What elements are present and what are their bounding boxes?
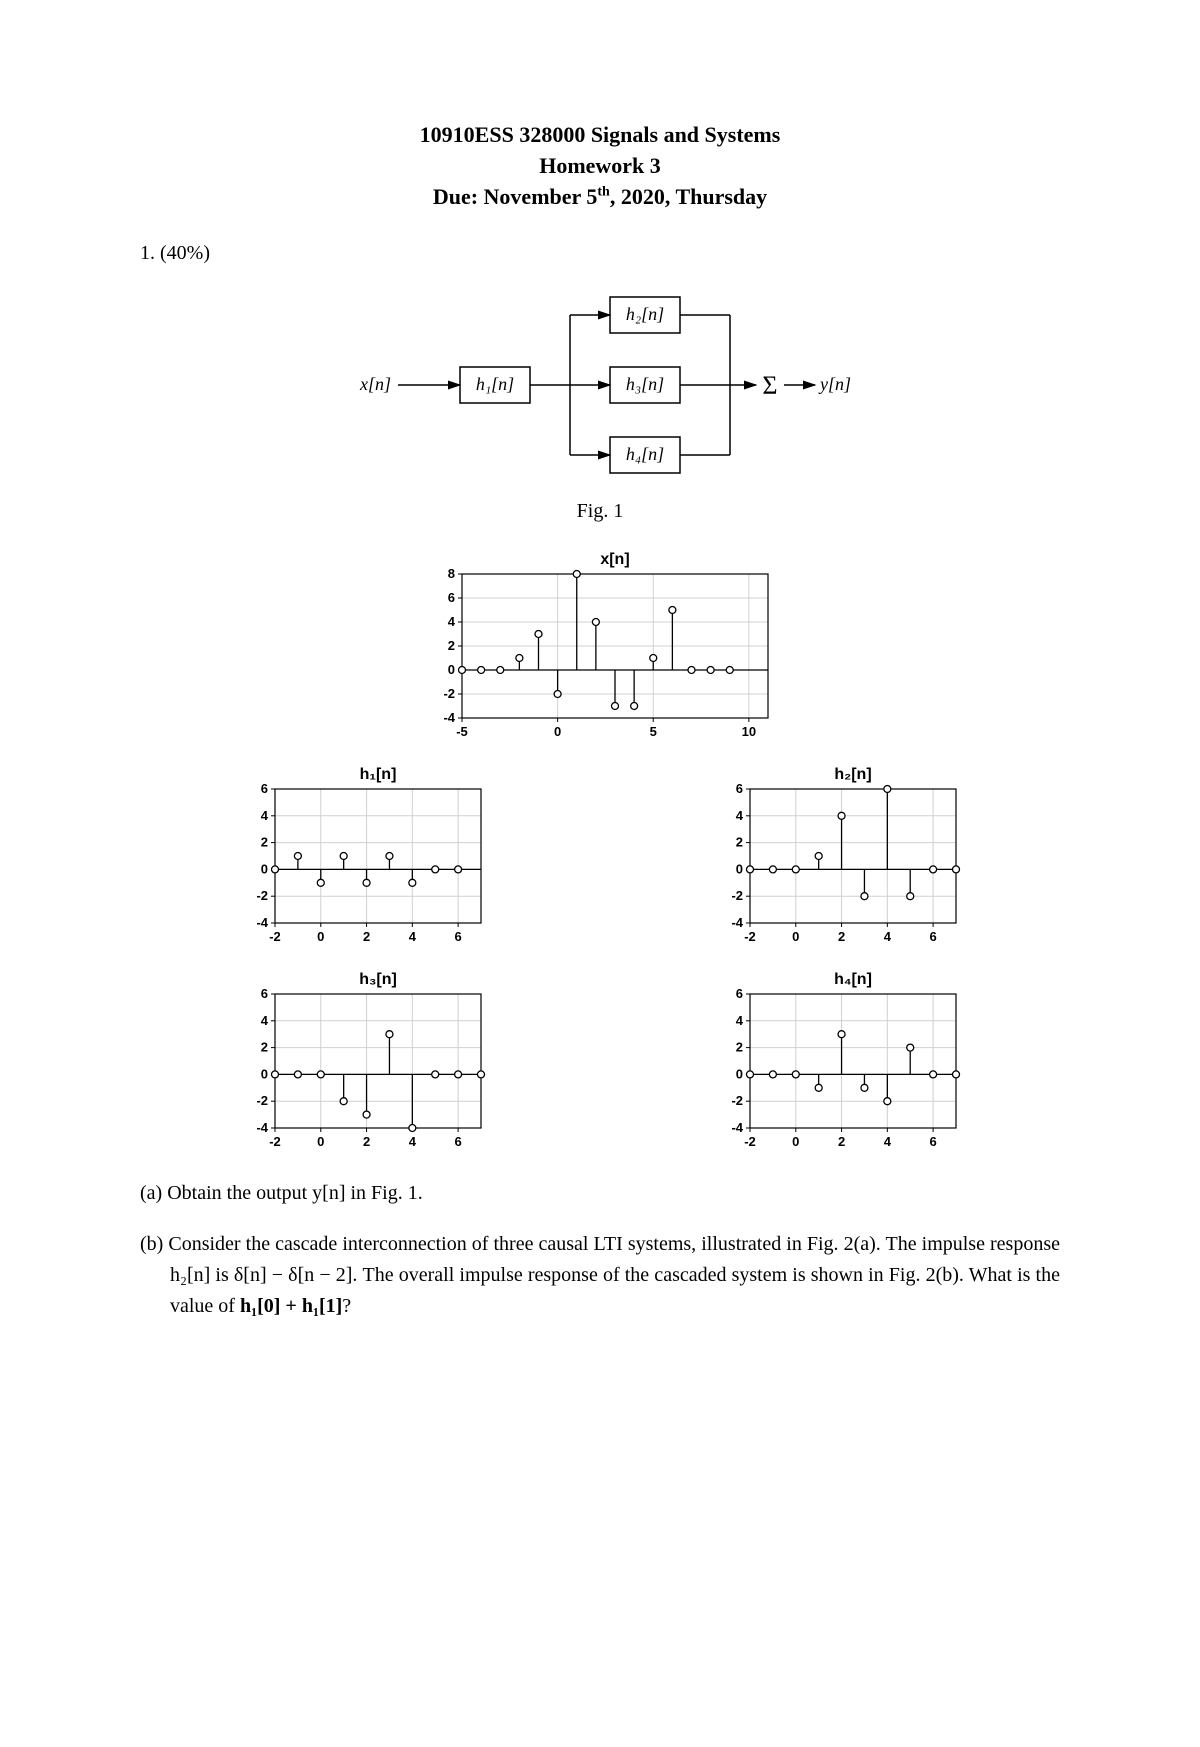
svg-text:4: 4 xyxy=(735,808,743,823)
svg-text:4: 4 xyxy=(408,1134,416,1149)
header-line1: 10910ESS 328000 Signals and Systems xyxy=(140,120,1060,151)
svg-text:h₂[n]: h₂[n] xyxy=(626,304,664,324)
svg-text:-4: -4 xyxy=(256,1120,268,1135)
svg-text:6: 6 xyxy=(454,1134,461,1149)
h3-plot: h₃[n]-4-20246-20246 xyxy=(233,968,493,1158)
svg-text:h₁[n]: h₁[n] xyxy=(359,766,396,783)
svg-text:0: 0 xyxy=(792,1134,799,1149)
svg-text:0: 0 xyxy=(317,1134,324,1149)
svg-text:2: 2 xyxy=(362,1134,369,1149)
svg-text:2: 2 xyxy=(448,638,455,653)
svg-text:-2: -2 xyxy=(731,889,743,904)
fig1-caption: Fig. 1 xyxy=(140,500,1060,523)
svg-text:-2: -2 xyxy=(744,929,756,944)
svg-text:6: 6 xyxy=(454,929,461,944)
svg-text:h₃[n]: h₃[n] xyxy=(626,374,664,394)
subquestion-a: (a) Obtain the output y[n] in Fig. 1. xyxy=(140,1178,1060,1209)
svg-text:8: 8 xyxy=(448,566,455,581)
svg-text:h₄[n]: h₄[n] xyxy=(834,971,872,988)
svg-text:-2: -2 xyxy=(269,929,281,944)
header: 10910ESS 328000 Signals and Systems Home… xyxy=(140,120,1060,212)
svg-text:2: 2 xyxy=(260,835,267,850)
svg-text:h₄[n]: h₄[n] xyxy=(626,444,664,464)
svg-text:h₃[n]: h₃[n] xyxy=(359,971,397,988)
svg-text:-5: -5 xyxy=(456,724,468,739)
svg-text:0: 0 xyxy=(448,662,455,677)
svg-text:6: 6 xyxy=(735,986,742,1001)
svg-text:6: 6 xyxy=(735,781,742,796)
svg-text:-2: -2 xyxy=(269,1134,281,1149)
header-line2: Homework 3 xyxy=(140,151,1060,182)
svg-text:-2: -2 xyxy=(256,889,268,904)
svg-text:0: 0 xyxy=(554,724,561,739)
svg-text:-4: -4 xyxy=(731,1120,743,1135)
svg-text:-4: -4 xyxy=(731,915,743,930)
xn-plot: x[n] -4 -2 0 2 4 6 8 -5 0 5 10 xyxy=(420,548,780,748)
svg-text:2: 2 xyxy=(837,1134,844,1149)
svg-text:-4: -4 xyxy=(443,710,455,725)
svg-text:4: 4 xyxy=(408,929,416,944)
svg-text:4: 4 xyxy=(448,614,456,629)
svg-text:2: 2 xyxy=(260,1040,267,1055)
page: 10910ESS 328000 Signals and Systems Home… xyxy=(0,0,1200,1382)
svg-text:0: 0 xyxy=(735,1067,742,1082)
svg-text:0: 0 xyxy=(317,929,324,944)
h2-plot: h₂[n]-4-20246-20246 xyxy=(708,763,968,953)
svg-text:2: 2 xyxy=(837,929,844,944)
h-plots-row-1: h₁[n]-4-20246-20246 h₂[n]-4-20246-20246 xyxy=(140,763,1060,953)
svg-text:-2: -2 xyxy=(731,1094,743,1109)
svg-text:4: 4 xyxy=(883,929,891,944)
svg-text:4: 4 xyxy=(260,1013,268,1028)
svg-text:Σ: Σ xyxy=(762,371,777,400)
svg-text:2: 2 xyxy=(735,835,742,850)
header-line3: Due: November 5th, 2020, Thursday xyxy=(140,182,1060,213)
svg-text:0: 0 xyxy=(260,862,267,877)
svg-text:x[n]: x[n] xyxy=(359,374,391,394)
h1-plot: h₁[n]-4-20246-20246 xyxy=(233,763,493,953)
svg-text:0: 0 xyxy=(735,862,742,877)
svg-text:0: 0 xyxy=(792,929,799,944)
h-plots-row-2: h₃[n]-4-20246-20246 h₄[n]-4-20246-20246 xyxy=(140,968,1060,1158)
svg-text:4: 4 xyxy=(883,1134,891,1149)
svg-text:6: 6 xyxy=(260,986,267,1001)
svg-text:-2: -2 xyxy=(443,686,455,701)
subquestion-b: (b) Consider the cascade interconnection… xyxy=(140,1229,1060,1322)
block-diagram: x[n] h₁[n] h₂[n] h₃[n] h₄[n] Σy[n] xyxy=(340,275,860,495)
svg-text:0: 0 xyxy=(260,1067,267,1082)
svg-text:6: 6 xyxy=(929,1134,936,1149)
svg-text:5: 5 xyxy=(650,724,657,739)
svg-text:-2: -2 xyxy=(744,1134,756,1149)
svg-text:2: 2 xyxy=(735,1040,742,1055)
h4-plot: h₄[n]-4-20246-20246 xyxy=(708,968,968,1158)
svg-text:x[n]: x[n] xyxy=(600,551,629,568)
svg-text:y[n]: y[n] xyxy=(818,374,851,394)
svg-text:6: 6 xyxy=(929,929,936,944)
svg-text:-2: -2 xyxy=(256,1094,268,1109)
svg-text:6: 6 xyxy=(448,590,455,605)
svg-text:2: 2 xyxy=(362,929,369,944)
svg-text:h₁[n]: h₁[n] xyxy=(476,374,514,394)
svg-text:6: 6 xyxy=(260,781,267,796)
svg-text:4: 4 xyxy=(260,808,268,823)
svg-text:10: 10 xyxy=(742,724,756,739)
svg-text:h₂[n]: h₂[n] xyxy=(834,766,871,783)
svg-text:4: 4 xyxy=(735,1013,743,1028)
svg-text:-4: -4 xyxy=(256,915,268,930)
question-number: 1. (40%) xyxy=(140,242,1060,265)
